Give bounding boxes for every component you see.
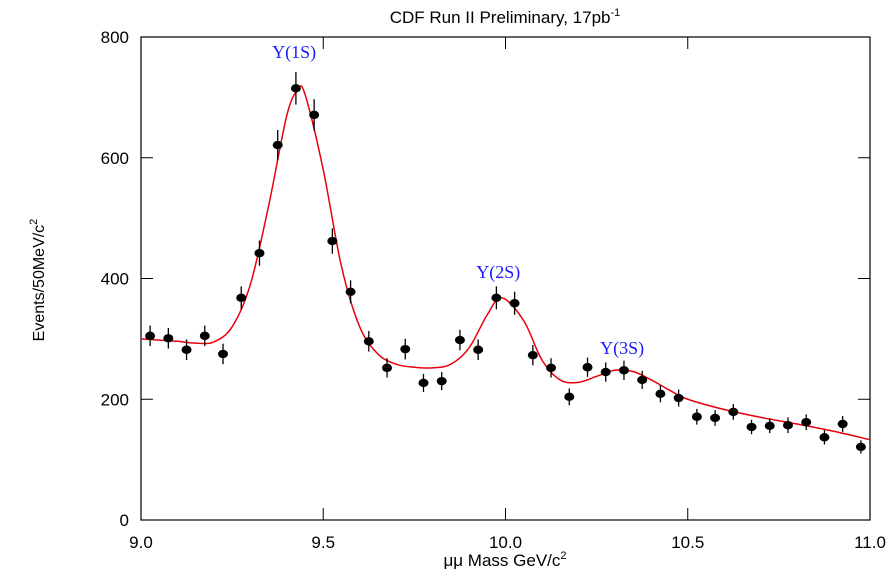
- y-tick-label: 0: [120, 511, 129, 530]
- data-point: [400, 344, 411, 354]
- data-point: [837, 419, 848, 429]
- y-label-sup: 2: [28, 219, 40, 225]
- title-text: CDF Run II Preliminary, 17pb: [390, 8, 611, 27]
- data-point: [382, 363, 393, 373]
- data-point: [746, 422, 757, 432]
- data-point: [819, 433, 830, 442]
- data-point: [290, 84, 301, 93]
- x-tick-label: 11.0: [854, 533, 886, 552]
- data-point: [710, 413, 721, 423]
- data-point: [527, 350, 538, 360]
- x-tick-label: 10.5: [671, 533, 704, 552]
- data-point: [199, 331, 210, 341]
- x-label-sup: 2: [560, 550, 566, 562]
- data-point: [764, 421, 775, 431]
- x-tick-label: 9.5: [311, 533, 335, 552]
- data-point: [673, 393, 684, 403]
- y-axis-label: Events/50MeV/c2: [28, 219, 48, 342]
- y-tick-label: 200: [101, 390, 129, 409]
- data-point: [327, 236, 338, 246]
- data-point: [509, 299, 520, 308]
- data-point: [181, 345, 192, 354]
- y-label-text: Events/50MeV/c: [31, 225, 48, 342]
- data-point: [236, 293, 247, 303]
- data-point: [473, 345, 484, 354]
- data-point: [272, 140, 283, 150]
- data-point: [546, 363, 557, 373]
- data-point: [454, 335, 465, 345]
- data-point: [618, 366, 629, 375]
- data-point: [418, 378, 429, 388]
- data-point: [637, 375, 648, 385]
- data-point: [491, 293, 502, 303]
- peak-label: Υ(1S): [272, 42, 316, 63]
- data-point: [254, 248, 265, 258]
- data-point: [218, 349, 229, 359]
- data-point: [582, 363, 593, 372]
- data-point: [782, 421, 793, 430]
- data-point: [655, 389, 666, 399]
- data-point: [163, 334, 174, 343]
- data-point: [855, 442, 866, 452]
- title-sup: -1: [610, 7, 620, 19]
- data-point: [564, 392, 575, 402]
- data-point: [436, 376, 447, 386]
- data-point: [345, 287, 356, 296]
- x-axis-label: μμ Mass GeV/c2: [443, 550, 566, 570]
- peak-label: Υ(3S): [600, 338, 644, 359]
- y-tick-label: 600: [101, 149, 129, 168]
- data-point: [145, 331, 156, 341]
- data-point: [691, 412, 702, 421]
- data-point: [801, 417, 812, 427]
- fit-curve: [140, 85, 871, 441]
- data-point: [309, 110, 320, 120]
- chart-title: CDF Run II Preliminary, 17pb-1: [390, 7, 621, 27]
- data-point: [600, 367, 611, 377]
- x-label-text: μμ Mass GeV/c: [443, 551, 560, 570]
- y-tick-label: 400: [101, 270, 129, 289]
- peak-label: Υ(2S): [476, 262, 520, 283]
- x-tick-label: 9.0: [129, 533, 153, 552]
- data-point: [728, 407, 739, 417]
- x-tick-label: 10.0: [489, 533, 522, 552]
- y-tick-label: 800: [101, 28, 129, 47]
- data-point: [363, 337, 374, 346]
